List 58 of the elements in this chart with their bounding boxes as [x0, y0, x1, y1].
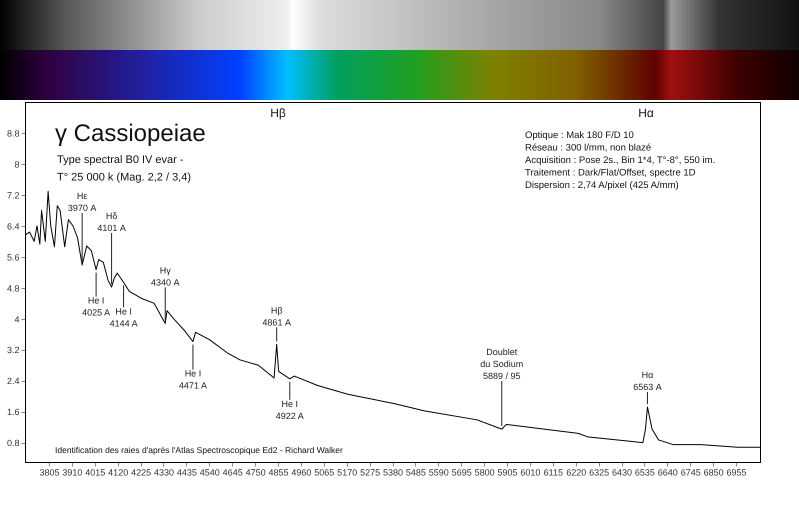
annotation: He I 4025 A: [82, 296, 110, 318]
annotation: Hε 3970 A: [68, 190, 96, 213]
x-tick-label: 4855: [268, 468, 289, 478]
annotation: Doublet du Sodium 5889 / 95: [480, 347, 524, 382]
x-tick-label: 5800: [474, 468, 495, 478]
x-tick-label: 6640: [658, 468, 678, 478]
annotation: He I 4471 A: [178, 368, 207, 391]
text: γ Cassiopeiae: [55, 120, 206, 147]
x-tick-label: 4750: [246, 468, 266, 478]
y-tick-label: 4: [14, 314, 20, 324]
y-tick-label: 1.6: [6, 407, 20, 418]
y-tick-label: 4.8: [6, 283, 20, 294]
annotation: He I 4144 A: [110, 306, 138, 328]
x-tick-label: 5380: [382, 468, 404, 478]
x-tick-label: 4540: [200, 468, 220, 478]
x-tick-label: 4225: [131, 468, 152, 478]
x-tick-label: 4120: [108, 468, 128, 478]
y-tick-label: 6.4: [6, 221, 20, 232]
text: Type spectral B0 IV evar - T° 25 000 k (Mag. 2,2 / 3,4): [57, 154, 192, 184]
y-tick-label: 0.8: [6, 438, 20, 448]
x-tick-label: 6220: [566, 468, 586, 478]
x-tick-label: 4015: [85, 468, 106, 478]
x-tick-label: 4435: [176, 468, 197, 478]
x-tick-label: 5170: [337, 468, 358, 478]
x-tick-label: 4330: [154, 468, 174, 478]
annotation: Identification des raies d'après l'Atlas Spectroscopique Ed2 - Richard Walker: [55, 445, 343, 455]
annotation: Hβ: [270, 106, 286, 120]
y-tick-label: 5.6: [6, 252, 20, 262]
y-tick-label: 7.2: [6, 190, 20, 200]
x-tick-label: 5065: [314, 468, 334, 478]
x-tick-label: 5695: [452, 468, 472, 478]
x-tick-label: 6430: [612, 468, 632, 478]
x-tick-label: 3805: [39, 468, 60, 478]
x-tick-label: 5905: [497, 468, 518, 478]
x-tick-label: 6010: [520, 468, 540, 478]
x-tick-label: 6850: [704, 468, 724, 478]
x-tick-label: 5275: [360, 468, 380, 478]
annotation: Hβ 4861 A: [262, 305, 291, 328]
x-tick-label: 6745: [680, 468, 701, 478]
x-tick-label: 3910: [62, 468, 82, 478]
x-tick-label: 6325: [589, 468, 610, 478]
annotation: Hδ 4101 A: [97, 211, 126, 234]
x-tick-label: 6955: [726, 468, 747, 478]
y-tick-label: 3.2: [6, 345, 20, 356]
y-tick-label: 2.4: [6, 376, 20, 386]
x-tick-label: 5485: [406, 468, 426, 478]
x-tick-label: 5590: [428, 468, 449, 478]
x-tick-label: 4960: [291, 468, 312, 478]
y-tick-label: 8.8: [6, 128, 20, 138]
x-tick-label: 4645: [222, 468, 243, 478]
x-tick-label: 6115: [544, 468, 563, 478]
annotation: Hα 6563 A: [633, 370, 662, 392]
annotation: Hα: [638, 106, 654, 120]
y-tick-label: 8: [14, 159, 20, 170]
annotation: Hγ 4340 A: [150, 265, 180, 288]
annotation: He I 4922 A: [276, 398, 304, 421]
annotation: Optique : Mak 180 F/D 10 Réseau : 300 l/mm, non blazé Acquisition : Pose 2s., Bin 1*4, T°-8°, 550 im. Traitement : Dark/Flat/Offset, spectre 1D Dispersion : 2,74 A/pixel (425 A/mm): [525, 130, 716, 191]
x-tick-label: 6535: [634, 468, 655, 478]
